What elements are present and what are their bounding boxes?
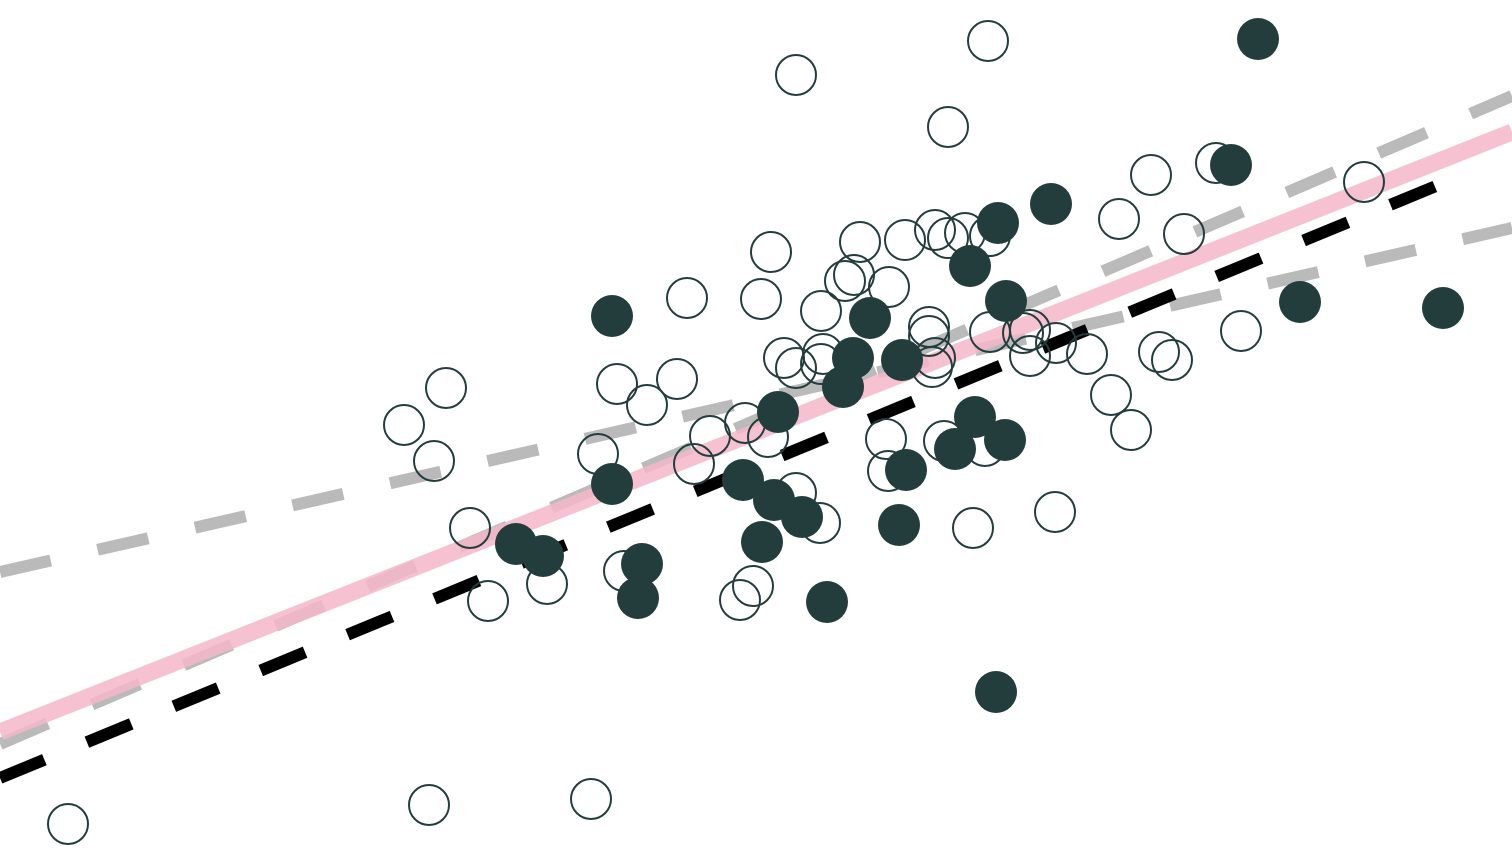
point-filled (1030, 183, 1072, 225)
line-solid (0, 124, 1512, 740)
point-hollow (1066, 333, 1108, 375)
point-hollow (719, 579, 761, 621)
point-hollow (927, 106, 969, 148)
point-hollow (666, 277, 708, 319)
data-points (47, 18, 1464, 845)
point-hollow (914, 209, 956, 251)
point-hollow (1009, 309, 1051, 351)
point-hollow (413, 440, 455, 482)
point-hollow (1151, 339, 1193, 381)
point-hollow (1009, 335, 1051, 377)
point-hollow (596, 363, 638, 405)
point-filled (522, 535, 564, 577)
point-filled (806, 581, 848, 623)
point-filled (881, 339, 923, 381)
point-hollow (952, 507, 994, 549)
point-hollow (47, 803, 89, 845)
point-filled (722, 459, 764, 501)
point-filled (954, 396, 996, 438)
point-filled (591, 463, 633, 505)
point-hollow (1138, 331, 1180, 373)
point-hollow (1090, 374, 1132, 416)
point-filled (1237, 18, 1279, 60)
point-hollow (1163, 213, 1205, 255)
point-hollow (656, 358, 698, 400)
point-hollow (763, 337, 805, 379)
point-hollow (967, 20, 1009, 62)
point-hollow (467, 580, 509, 622)
point-hollow (865, 418, 907, 460)
point-hollow (775, 54, 817, 96)
point-filled (985, 280, 1027, 322)
point-filled (1210, 144, 1252, 186)
point-hollow (884, 219, 926, 261)
point-hollow (425, 367, 467, 409)
point-hollow (775, 347, 817, 389)
point-filled (885, 449, 927, 491)
point-filled (934, 428, 976, 470)
point-hollow (673, 443, 715, 485)
point-hollow (1098, 198, 1140, 240)
point-filled (984, 419, 1026, 461)
point-hollow (740, 278, 782, 320)
point-hollow (570, 778, 612, 820)
point-hollow (383, 404, 425, 446)
point-filled (591, 295, 633, 337)
point-filled (1279, 281, 1321, 323)
point-hollow (750, 231, 792, 273)
point-filled (621, 543, 663, 585)
point-filled (822, 366, 864, 408)
point-filled (977, 202, 1019, 244)
point-filled (1422, 287, 1464, 329)
point-hollow (908, 315, 950, 357)
point-hollow (1034, 491, 1076, 533)
point-filled (849, 297, 891, 339)
point-filled (975, 671, 1017, 713)
point-hollow (732, 565, 774, 607)
point-filled (781, 496, 823, 538)
point-hollow (1220, 310, 1262, 352)
point-filled (741, 521, 783, 563)
point-hollow (1130, 154, 1172, 196)
point-hollow (824, 260, 866, 302)
point-filled (617, 577, 659, 619)
fit-lines (0, 90, 1512, 784)
point-hollow (449, 507, 491, 549)
point-hollow (1035, 322, 1077, 364)
point-filled (949, 245, 991, 287)
point-hollow (1110, 409, 1152, 451)
point-filled (757, 391, 799, 433)
point-hollow (927, 217, 969, 259)
point-hollow (868, 266, 910, 308)
point-hollow (800, 290, 842, 332)
point-hollow (408, 784, 450, 826)
point-hollow (839, 221, 881, 263)
point-hollow (626, 384, 668, 426)
point-hollow (1343, 161, 1385, 203)
point-filled (878, 504, 920, 546)
